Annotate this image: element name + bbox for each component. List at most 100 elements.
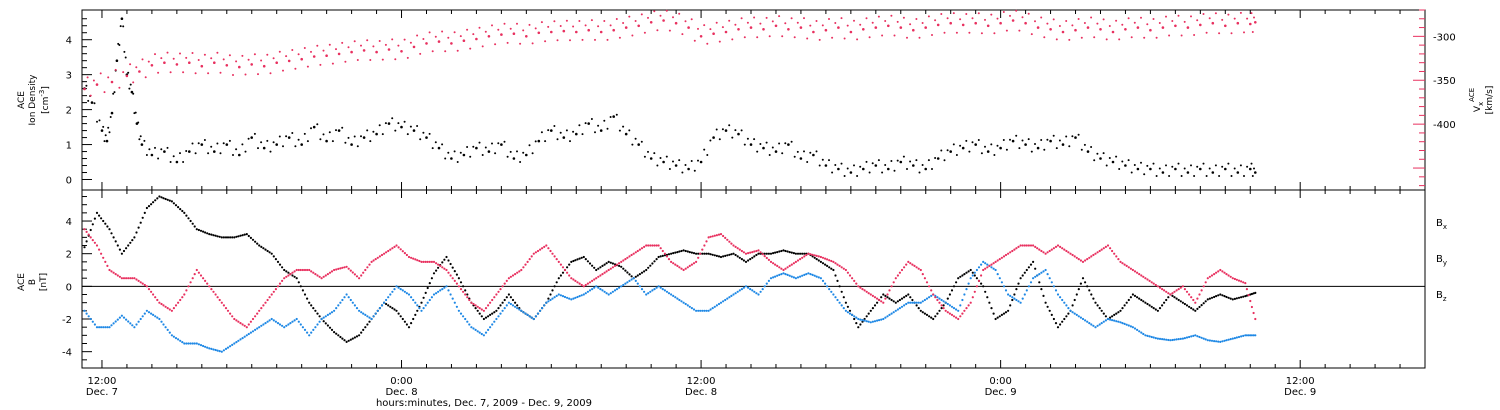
data-point	[116, 318, 119, 321]
data-point	[699, 35, 703, 38]
data-point	[734, 245, 737, 248]
data-point	[1242, 334, 1245, 337]
data-point	[1106, 317, 1110, 321]
data-point	[1181, 285, 1184, 288]
data-point	[836, 263, 839, 266]
data-point	[919, 301, 922, 304]
data-point	[599, 129, 603, 132]
data-point	[762, 28, 765, 31]
data-point	[1214, 12, 1217, 15]
data-point	[375, 50, 378, 54]
data-point	[790, 140, 793, 143]
data-point	[412, 298, 415, 302]
data-point	[599, 30, 603, 34]
data-point	[468, 323, 471, 326]
data-point	[285, 275, 288, 278]
data-point	[160, 57, 163, 60]
data-point	[476, 309, 479, 312]
data-point	[1237, 296, 1241, 299]
data-point	[102, 256, 105, 259]
data-point	[500, 33, 503, 36]
data-point	[1058, 25, 1061, 27]
data-point	[944, 309, 947, 312]
data-point	[1199, 23, 1202, 27]
data-point	[1105, 38, 1108, 41]
data-point	[1249, 299, 1252, 303]
data-point	[168, 199, 171, 202]
data-point	[738, 289, 741, 292]
data-point	[154, 199, 157, 202]
data-point	[896, 159, 899, 162]
top-panel-frame	[81, 9, 1426, 191]
data-point	[697, 252, 700, 255]
data-point	[499, 312, 502, 315]
data-point	[601, 264, 604, 267]
data-point	[796, 150, 799, 153]
data-point	[516, 307, 519, 310]
data-point	[489, 301, 492, 304]
data-point	[562, 136, 566, 139]
data-point	[337, 52, 341, 56]
data-point	[826, 258, 829, 261]
data-point	[385, 251, 388, 254]
data-point	[312, 125, 316, 129]
data-point	[994, 260, 997, 263]
data-point	[697, 159, 699, 162]
data-point	[301, 289, 304, 292]
data-point	[676, 264, 679, 267]
data-point	[903, 266, 906, 269]
data-point	[412, 129, 416, 132]
data-point	[659, 247, 662, 250]
data-point	[1183, 337, 1186, 340]
data-point	[291, 132, 294, 134]
data-point	[397, 122, 400, 125]
data-point	[1169, 293, 1172, 296]
data-point	[503, 307, 506, 310]
data-point	[772, 262, 775, 265]
data-point	[1223, 295, 1226, 298]
data-point	[915, 18, 918, 20]
data-point	[237, 235, 240, 238]
data-point	[790, 17, 793, 20]
data-point	[1179, 286, 1182, 289]
data-point	[412, 317, 415, 321]
data-point	[857, 326, 860, 329]
data-point	[615, 288, 619, 291]
data-point	[522, 29, 525, 32]
data-point	[389, 248, 392, 251]
data-point	[222, 236, 225, 239]
data-point	[168, 331, 171, 334]
data-point	[1205, 31, 1208, 34]
data-point	[1254, 317, 1257, 321]
data-point	[1002, 312, 1006, 315]
data-point	[157, 71, 160, 74]
data-point	[1190, 307, 1193, 310]
data-point	[927, 159, 930, 162]
data-point	[274, 288, 277, 291]
data-point	[262, 247, 265, 250]
data-point	[611, 262, 615, 265]
data-point	[98, 119, 101, 122]
data-point	[1118, 168, 1121, 170]
data-point	[572, 297, 575, 300]
data-point	[337, 267, 340, 270]
data-point	[631, 34, 634, 37]
data-point	[709, 28, 712, 31]
data-point	[358, 309, 361, 312]
data-point	[532, 317, 535, 321]
data-point	[952, 12, 955, 15]
data-point	[120, 277, 123, 280]
data-point	[453, 31, 456, 34]
data-point	[378, 124, 381, 127]
data-point	[197, 271, 200, 274]
data-point	[609, 267, 612, 270]
data-point	[1173, 338, 1176, 341]
data-point	[940, 307, 943, 310]
data-point	[1133, 21, 1136, 24]
data-point	[457, 277, 460, 280]
data-point	[781, 152, 784, 155]
data-point	[1075, 313, 1078, 316]
data-point	[1165, 298, 1168, 302]
data-point	[1002, 11, 1005, 13]
data-point	[172, 307, 175, 310]
